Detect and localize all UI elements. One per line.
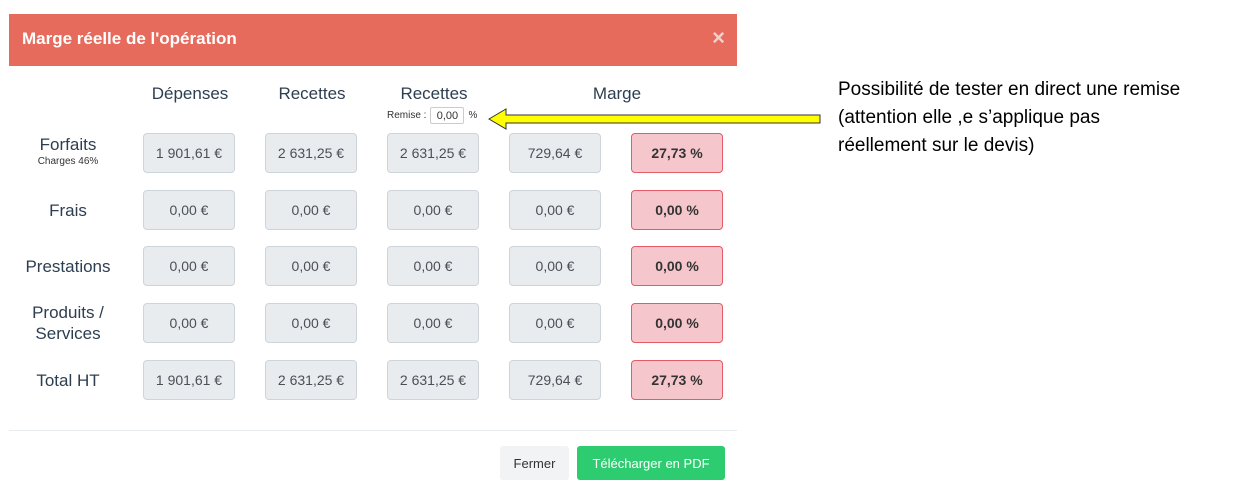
annotation-line-2: (attention elle ,e s’applique pas — [838, 107, 1100, 128]
cell-depenses: 0,00 € — [143, 190, 235, 230]
cell-recettes: 2 631,25 € — [265, 133, 357, 173]
cell-marge-pct: 0,00 % — [631, 246, 723, 286]
cell-recettes: 0,00 € — [265, 303, 357, 343]
row-label-forfaits: Forfaits Charges 46% — [9, 134, 127, 168]
cell-recettes-remise: 0,00 € — [387, 190, 479, 230]
cell-recettes-remise: 2 631,25 € — [387, 360, 479, 400]
row-label-produits-services: Produits / Services — [9, 302, 127, 344]
cell-depenses: 1 901,61 € — [143, 360, 235, 400]
col-header-depenses: Dépenses — [151, 84, 229, 103]
modal-header: Marge réelle de l'opération × — [9, 14, 737, 66]
row-title: Forfaits — [39, 135, 97, 154]
annotation-line-1: Possibilité de tester en direct une remi… — [838, 79, 1181, 100]
cell-recettes-remise: 2 631,25 € — [387, 133, 479, 173]
row-title: Prestations — [25, 257, 111, 276]
cell-recettes: 0,00 € — [265, 190, 357, 230]
arrow-left-icon — [488, 108, 821, 130]
close-icon[interactable]: × — [712, 25, 725, 50]
annotation-note: Possibilité de tester en direct une remi… — [838, 76, 1258, 160]
row-subtitle: Charges 46% — [37, 156, 99, 167]
cell-recettes-remise: 0,00 € — [387, 246, 479, 286]
cell-depenses: 0,00 € — [143, 246, 235, 286]
row-label-prestations: Prestations — [9, 256, 127, 277]
row-title: Produits / — [32, 303, 104, 322]
row-title: Total HT — [36, 371, 100, 390]
footer-divider — [9, 430, 737, 431]
cell-recettes: 2 631,25 € — [265, 360, 357, 400]
close-button[interactable]: Fermer — [500, 446, 569, 480]
cell-depenses: 1 901,61 € — [143, 133, 235, 173]
row-label-frais: Frais — [9, 200, 127, 221]
remise-group: Remise : % — [387, 107, 477, 124]
annotation-line-3: réellement sur le devis) — [838, 135, 1035, 156]
remise-input[interactable] — [430, 107, 465, 124]
col-header-recettes-remise: Recettes — [400, 84, 468, 103]
remise-unit: % — [468, 110, 478, 121]
row-title-line2: Services — [35, 324, 101, 343]
cell-marge-pct: 27,73 % — [631, 133, 723, 173]
cell-marge: 0,00 € — [509, 190, 601, 230]
cell-marge: 0,00 € — [509, 303, 601, 343]
row-label-total-ht: Total HT — [9, 370, 127, 391]
cell-marge-pct: 0,00 % — [631, 190, 723, 230]
marge-modal: Marge réelle de l'opération × Dépenses R… — [9, 14, 737, 492]
cell-marge-pct: 0,00 % — [631, 303, 723, 343]
col-header-marge: Marge — [592, 84, 642, 103]
cell-marge-pct: 27,73 % — [631, 360, 723, 400]
cell-recettes-remise: 0,00 € — [387, 303, 479, 343]
col-header-recettes: Recettes — [278, 84, 346, 103]
cell-marge: 0,00 € — [509, 246, 601, 286]
cell-marge: 729,64 € — [509, 360, 601, 400]
row-title: Frais — [49, 201, 87, 220]
modal-title: Marge réelle de l'opération — [22, 29, 237, 48]
cell-depenses: 0,00 € — [143, 303, 235, 343]
cell-recettes: 0,00 € — [265, 246, 357, 286]
download-pdf-button[interactable]: Télécharger en PDF — [577, 446, 725, 480]
cell-marge: 729,64 € — [509, 133, 601, 173]
remise-label: Remise : — [387, 110, 427, 121]
